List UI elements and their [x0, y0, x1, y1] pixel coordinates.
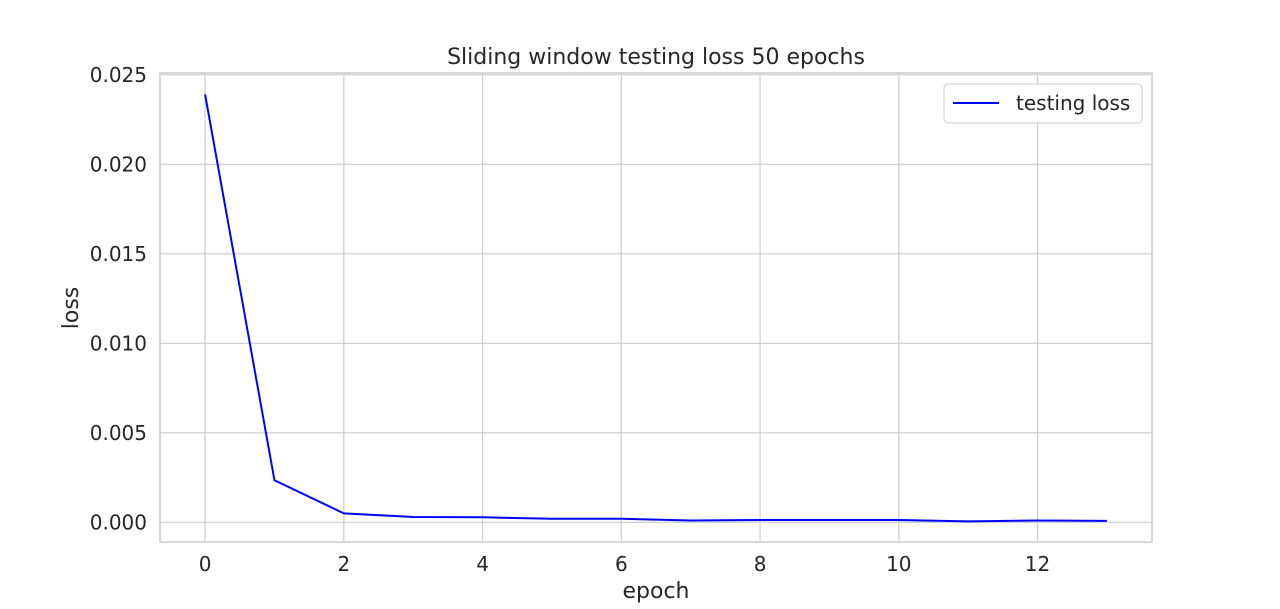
x-tick-labels: 0 2 4 6 8 10 12	[199, 552, 1051, 576]
x-tick-label: 0	[199, 552, 212, 576]
x-tick-label: 4	[476, 552, 489, 576]
x-tick-label: 12	[1025, 552, 1050, 576]
y-axis-label: loss	[59, 287, 84, 330]
y-tick-label: 0.015	[90, 242, 147, 266]
x-tick-label: 2	[337, 552, 350, 576]
y-tick-label: 0.020	[90, 152, 147, 176]
y-tick-label: 0.025	[90, 63, 147, 87]
x-axis-label: epoch	[623, 579, 690, 604]
y-tick-label: 0.010	[90, 331, 147, 355]
y-tick-label: 0.005	[90, 421, 147, 445]
y-tick-labels: 0.000 0.005 0.010 0.015 0.020 0.025	[90, 63, 147, 535]
x-tick-label: 10	[886, 552, 911, 576]
x-tick-label: 6	[615, 552, 628, 576]
legend-label: testing loss	[1016, 91, 1130, 115]
x-tick-label: 8	[754, 552, 767, 576]
grid	[160, 73, 1152, 542]
y-tick-label: 0.000	[90, 510, 147, 534]
chart-title: Sliding window testing loss 50 epochs	[447, 45, 865, 70]
series-line-0	[204, 94, 1107, 523]
plot-frame	[159, 72, 1153, 543]
series-lines	[204, 94, 1107, 523]
legend: testing loss	[943, 83, 1143, 124]
legend-box	[943, 83, 1143, 124]
